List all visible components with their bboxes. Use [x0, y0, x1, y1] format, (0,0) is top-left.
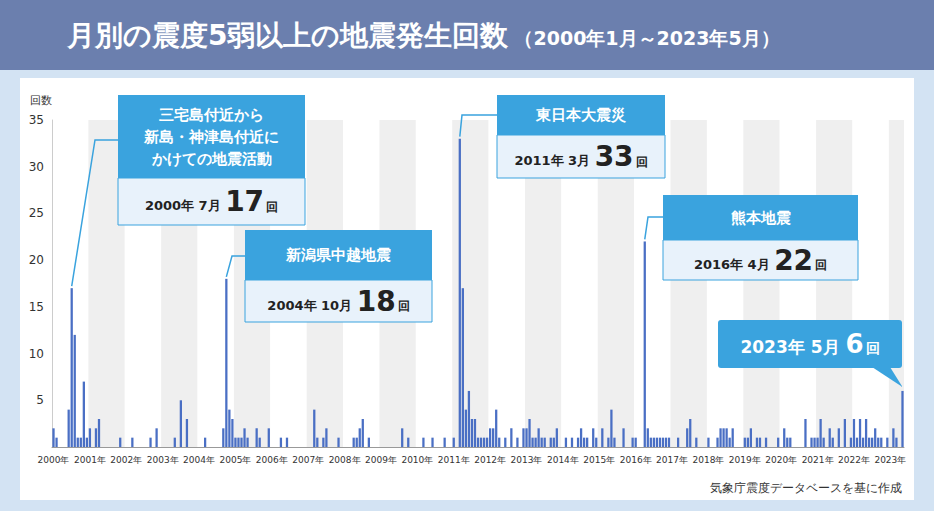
svg-text:（2000年1月～2023年5月）: （2000年1月～2023年5月） — [514, 27, 779, 49]
svg-text:かけての地震活動: かけての地震活動 — [151, 150, 272, 168]
svg-text:月別の震度5弱以上の地震発生回数: 月別の震度5弱以上の地震発生回数 — [66, 19, 509, 52]
svg-text:2023年: 2023年 — [874, 455, 906, 465]
svg-text:2002年: 2002年 — [110, 455, 142, 465]
svg-text:2021年: 2021年 — [802, 455, 834, 465]
svg-text:35: 35 — [29, 113, 44, 127]
svg-text:新島・神津島付近に: 新島・神津島付近に — [143, 128, 279, 146]
svg-text:2013年: 2013年 — [511, 455, 543, 465]
svg-text:2015年: 2015年 — [583, 455, 615, 465]
svg-text:2004年: 2004年 — [183, 455, 215, 465]
svg-text:2016年 4月: 2016年 4月 — [694, 257, 774, 272]
svg-text:2023年 5月: 2023年 5月 — [740, 337, 845, 357]
svg-text:2014年: 2014年 — [547, 455, 579, 465]
svg-text:熊本地震: 熊本地震 — [731, 209, 791, 227]
svg-text:2010年: 2010年 — [401, 455, 433, 465]
svg-text:30: 30 — [29, 160, 44, 174]
svg-text:25: 25 — [29, 206, 44, 220]
svg-text:33: 33 — [595, 140, 634, 173]
svg-text:東日本大震災: 東日本大震災 — [535, 106, 626, 124]
svg-text:2016年: 2016年 — [620, 455, 652, 465]
svg-text:2020年: 2020年 — [765, 455, 797, 465]
svg-text:2012年: 2012年 — [474, 455, 506, 465]
svg-text:5: 5 — [36, 393, 44, 407]
svg-text:2008年: 2008年 — [329, 455, 361, 465]
svg-text:2005年: 2005年 — [219, 455, 251, 465]
svg-text:10: 10 — [29, 347, 44, 361]
svg-text:2007年: 2007年 — [292, 455, 324, 465]
svg-text:2018年: 2018年 — [692, 455, 724, 465]
svg-text:2004年 10月: 2004年 10月 — [267, 298, 356, 313]
svg-text:2022年: 2022年 — [838, 455, 870, 465]
svg-text:三宅島付近から: 三宅島付近から — [159, 106, 264, 124]
svg-text:20: 20 — [29, 253, 44, 267]
svg-text:22: 22 — [774, 244, 813, 277]
svg-text:回: 回 — [398, 299, 410, 313]
svg-text:18: 18 — [357, 285, 396, 318]
svg-text:2011年: 2011年 — [438, 455, 470, 465]
svg-text:回: 回 — [866, 340, 880, 356]
svg-text:17: 17 — [225, 185, 264, 218]
svg-text:2006年: 2006年 — [256, 455, 288, 465]
svg-text:2000年 7月: 2000年 7月 — [145, 198, 225, 213]
svg-text:6: 6 — [845, 329, 863, 359]
svg-text:2019年: 2019年 — [729, 455, 761, 465]
svg-text:回: 回 — [266, 200, 278, 214]
svg-text:2017年: 2017年 — [656, 455, 688, 465]
svg-text:回: 回 — [815, 258, 827, 272]
svg-text:気象庁震度データベースを基に作成: 気象庁震度データベースを基に作成 — [710, 481, 902, 495]
svg-text:回数: 回数 — [30, 94, 52, 107]
svg-text:2001年: 2001年 — [74, 455, 106, 465]
svg-text:2009年: 2009年 — [365, 455, 397, 465]
svg-text:新潟県中越地震: 新潟県中越地震 — [285, 246, 391, 264]
svg-text:回: 回 — [636, 155, 648, 169]
svg-text:2000年: 2000年 — [38, 455, 70, 465]
svg-text:15: 15 — [29, 300, 44, 314]
svg-text:2003年: 2003年 — [147, 455, 179, 465]
svg-text:2011年 3月: 2011年 3月 — [514, 153, 594, 168]
